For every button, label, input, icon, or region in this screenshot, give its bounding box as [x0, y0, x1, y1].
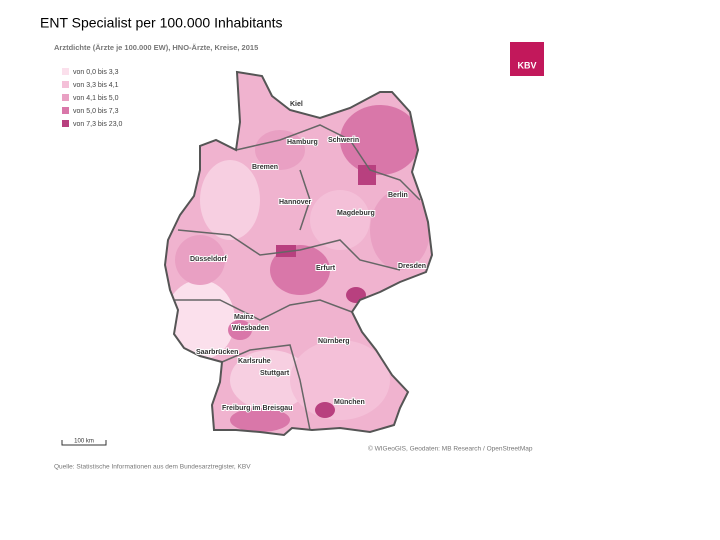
city-label: Mainz [234, 314, 254, 321]
city-label: Düsseldorf [190, 256, 227, 263]
city-label: Stuttgart [260, 370, 290, 377]
legend-swatch [62, 68, 69, 75]
city-label: Magdeburg [337, 210, 375, 217]
page-title: ENT Specialist per 100.000 Inhabitants [40, 15, 283, 31]
city-label: Nürnberg [318, 338, 350, 345]
credit: © WIGeoGIS, Geodaten: MB Research / Open… [368, 445, 533, 453]
scale-bar [61, 440, 107, 446]
city-labels: Kiel Hamburg Schwerin Bremen Berlin Hann… [189, 100, 427, 413]
city-label: München [334, 399, 365, 406]
legend-label: von 5,0 bis 7,3 [73, 108, 119, 115]
scale-label: 100 km [74, 439, 94, 445]
source: Quelle: Statistische Informationen aus d… [54, 464, 251, 471]
city-label: Berlin [388, 192, 408, 199]
legend-swatch [62, 107, 69, 114]
map-heading: Arztdichte (Ärzte je 100.000 EW), HNO-Är… [54, 43, 258, 52]
city-label: Freiburg im Breisgau [222, 405, 292, 412]
logo-text: KBV [517, 60, 536, 70]
city-label: Schwerin [328, 137, 359, 144]
logo-box [510, 42, 544, 76]
city-label: Erfurt [316, 265, 336, 272]
map-area [165, 72, 432, 435]
legend-label: von 4,1 bis 5,0 [73, 95, 119, 102]
city-label: Hannover [279, 199, 312, 206]
legend-label: von 0,0 bis 3,3 [73, 69, 119, 76]
city-label: Bremen [252, 164, 278, 171]
legend: von 0,0 bis 3,3 von 3,3 bis 4,1 von 4,1 bi… [62, 68, 123, 128]
city-label: Saarbrücken [196, 349, 238, 356]
city-label: Hamburg [287, 139, 318, 146]
legend-swatch [62, 120, 69, 127]
city-label: Wiesbaden [232, 325, 269, 332]
legend-label: von 3,3 bis 4,1 [73, 82, 119, 89]
city-label: Karlsruhe [238, 358, 271, 365]
legend-label: von 7,3 bis 23,0 [73, 121, 123, 128]
legend-swatch [62, 94, 69, 101]
legend-swatch [62, 81, 69, 88]
city-label: Dresden [398, 263, 426, 270]
city-label: Kiel [290, 101, 303, 108]
